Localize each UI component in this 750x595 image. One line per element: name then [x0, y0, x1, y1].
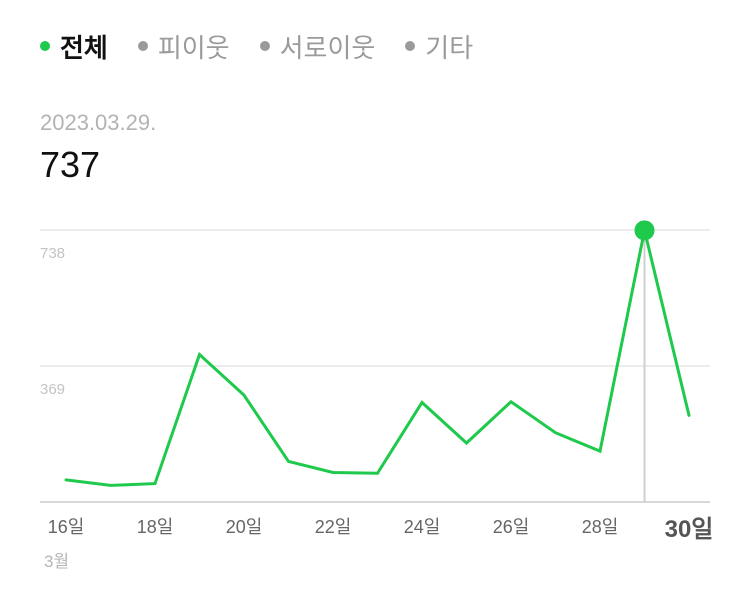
x-tick-label: 18일: [137, 517, 174, 537]
data-point[interactable]: [553, 430, 559, 436]
tab-other[interactable]: 기타: [405, 28, 473, 65]
tab-dot-icon: [405, 41, 416, 51]
filter-tabs: 전체 피이웃 서로이웃 기타: [40, 26, 473, 66]
x-tick-label: 22일: [315, 517, 352, 537]
tab-label: 전체: [60, 32, 108, 63]
data-point[interactable]: [597, 448, 603, 454]
tab-all[interactable]: 전체: [40, 28, 108, 65]
data-point[interactable]: [330, 470, 336, 476]
tab-label: 피이웃: [157, 32, 230, 63]
data-point[interactable]: [686, 412, 692, 418]
data-point[interactable]: [419, 399, 425, 405]
data-point[interactable]: [375, 470, 381, 476]
data-point[interactable]: [108, 482, 114, 488]
data-point[interactable]: [63, 477, 69, 483]
selected-date: 2023.03.29.: [40, 110, 157, 135]
selected-value: 737: [40, 144, 101, 185]
data-point[interactable]: [241, 392, 247, 398]
x-tick-label: 26일: [493, 517, 530, 537]
x-tick-label: 16일: [48, 517, 85, 537]
tab-label: 기타: [425, 32, 474, 63]
data-point[interactable]: [197, 352, 203, 358]
y-tick-label: 369: [40, 381, 65, 398]
data-point[interactable]: [464, 440, 470, 446]
data-point[interactable]: [152, 481, 158, 487]
x-tick-label: 24일: [404, 517, 441, 537]
data-point[interactable]: [508, 399, 514, 405]
x-tick-label: 28일: [582, 517, 619, 537]
tab-dot-icon: [40, 41, 50, 51]
x-tick-label: 20일: [226, 517, 263, 537]
y-tick-label: 738: [40, 245, 65, 262]
x-tick-label: 30일: [665, 516, 714, 543]
tab-mutual-neighbor[interactable]: 서로이웃: [259, 28, 376, 65]
tab-dot-icon: [137, 41, 148, 51]
highlight-point[interactable]: [634, 220, 655, 241]
data-point[interactable]: [286, 458, 292, 464]
month-label: 3월: [44, 552, 69, 571]
tab-dot-icon: [259, 41, 270, 51]
tab-label: 서로이웃: [279, 32, 376, 63]
series-line: [64, 230, 691, 487]
tab-neighbor[interactable]: 피이웃: [137, 28, 230, 65]
